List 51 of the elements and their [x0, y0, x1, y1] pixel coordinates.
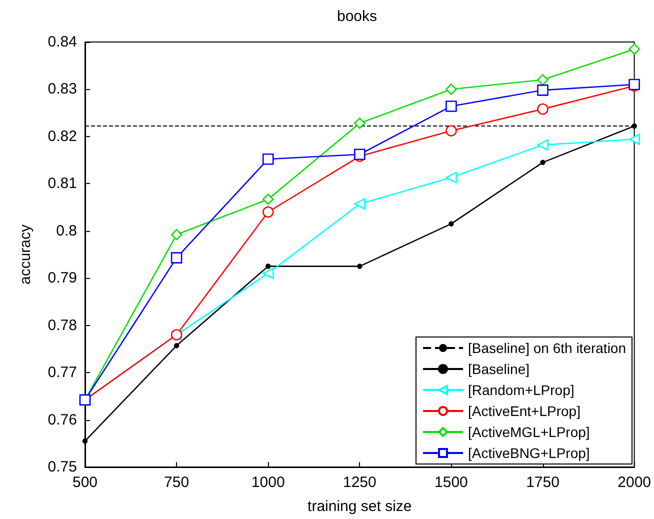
- y-tick-label: 0.8: [56, 222, 77, 240]
- y-tick-label: 0.83: [48, 80, 77, 98]
- x-tick-label: 1250: [342, 474, 376, 491]
- point: [262, 206, 274, 218]
- point: [446, 100, 457, 112]
- legend-label: [ActiveEnt+LProp]: [468, 403, 580, 419]
- y-axis-title: accuracy: [17, 224, 34, 285]
- point: [357, 264, 362, 269]
- legend-label: [ActiveMGL+LProp]: [468, 424, 590, 440]
- y-tick-label: 0.75: [48, 458, 77, 476]
- point: [632, 123, 637, 129]
- x-tick-label: 500: [72, 474, 98, 491]
- y-tick-label: 0.84: [48, 34, 77, 50]
- y-tick-label: 0.79: [48, 270, 77, 287]
- y-tick-label: 0.77: [48, 364, 77, 382]
- point: [446, 125, 457, 136]
- point: [354, 198, 366, 210]
- point: [448, 221, 454, 226]
- x-axis-title: training set size: [308, 498, 412, 515]
- point: [628, 43, 640, 55]
- x-tick-label: 2000: [618, 474, 652, 491]
- point: [265, 264, 271, 269]
- point: [537, 139, 548, 151]
- point: [82, 438, 88, 444]
- y-tick-label: 0.82: [48, 128, 77, 145]
- point: [537, 84, 548, 96]
- x-tick-label: 1000: [251, 474, 285, 491]
- legend-label: [Random+LProp]: [468, 382, 574, 398]
- x-tick-label: 750: [164, 474, 190, 491]
- y-tick-label: 0.76: [48, 411, 77, 428]
- point: [446, 172, 457, 184]
- point: [174, 342, 180, 348]
- legend-label: [Baseline]: [468, 361, 530, 377]
- point: [262, 268, 274, 280]
- x-tick-label: 1750: [526, 474, 560, 491]
- legend-label: [Baseline] on 6th iteration: [468, 340, 626, 356]
- point: [170, 252, 182, 264]
- x-tick-label: 1500: [434, 474, 468, 491]
- y-tick-label: 0.78: [48, 316, 77, 334]
- point: [537, 74, 548, 86]
- point: [170, 229, 182, 240]
- point: [354, 118, 366, 129]
- legend-label: [ActiveBNG+LProp]: [468, 445, 590, 461]
- point: [628, 134, 640, 145]
- point: [262, 194, 274, 205]
- point: [262, 153, 274, 165]
- point: [446, 84, 457, 95]
- y-tick-label: 0.81: [48, 175, 77, 192]
- point: [537, 103, 548, 115]
- point: [540, 160, 546, 166]
- chart-title: books: [336, 8, 378, 25]
